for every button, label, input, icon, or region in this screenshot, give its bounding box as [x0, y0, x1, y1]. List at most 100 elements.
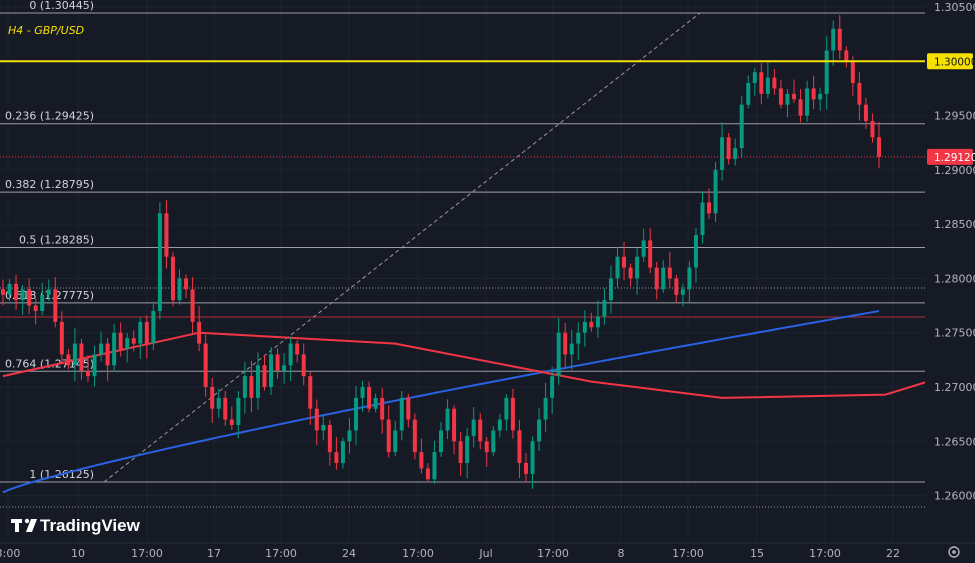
grid: [0, 0, 925, 543]
candle-body: [602, 300, 607, 317]
candle-body: [432, 452, 437, 480]
last-price-text: 1.29120: [934, 152, 975, 164]
candle-body: [282, 365, 287, 371]
horizontal-levels[interactable]: [0, 60, 925, 158]
time-tick: 17:00: [672, 547, 704, 560]
candle-body: [131, 338, 136, 344]
candle-body: [27, 289, 32, 306]
candle-body: [517, 430, 522, 464]
level-price-tag: [927, 53, 973, 70]
candle-body: [190, 289, 195, 322]
candle-body: [877, 137, 881, 157]
candle-body: [798, 99, 803, 116]
candle-body: [249, 376, 254, 398]
candle-body: [484, 441, 489, 453]
candle-body: [458, 441, 463, 464]
candle-body: [792, 93, 797, 100]
candle-body: [112, 332, 117, 366]
candle-body: [615, 256, 620, 279]
candle-body: [582, 321, 587, 333]
price-tick: 1.26000: [934, 490, 975, 503]
time-tick: 17:00: [537, 547, 569, 560]
candle-body: [569, 343, 574, 355]
fibonacci-retracement[interactable]: 0 (1.30445) 0.236 (1.29425) 0.382 (1.28795…: [0, 0, 925, 508]
watermark-text: TradingView: [40, 516, 141, 535]
gear-icon[interactable]: [948, 546, 960, 558]
time-tick: 17:00: [131, 547, 163, 560]
candle-body: [425, 468, 430, 480]
price-tick: 1.28500: [934, 218, 975, 231]
candle-body: [863, 104, 868, 122]
candle-body: [203, 343, 208, 388]
tradingview-logo-icon: [11, 518, 37, 532]
candle-body: [33, 305, 38, 312]
candle-body: [818, 93, 823, 100]
candle-body: [144, 321, 149, 344]
time-tick: 17:00: [265, 547, 297, 560]
candle-body: [229, 419, 234, 426]
candle-body: [537, 419, 542, 442]
candle-body: [275, 354, 280, 371]
candle-body: [563, 332, 568, 355]
time-tick: 24: [342, 547, 356, 560]
candle-body: [105, 343, 110, 366]
candle-body: [66, 354, 71, 366]
candle-body: [765, 77, 770, 94]
candle-body: [321, 425, 326, 431]
candle-body: [445, 408, 450, 431]
candle-body: [465, 435, 470, 464]
candle-body: [40, 294, 45, 312]
time-axis-bg: [0, 543, 975, 563]
time-tick: 17:00: [402, 547, 434, 560]
time-tick: 15: [750, 547, 764, 560]
candle-body: [92, 354, 97, 377]
candle-body: [661, 267, 666, 290]
candle-body: [340, 441, 345, 464]
last-price-tag: [927, 148, 973, 165]
trend-line[interactable]: [103, 12, 701, 483]
candle-body: [733, 148, 738, 160]
candle-body: [14, 283, 19, 301]
candle-body: [177, 278, 182, 301]
candle-body: [269, 354, 274, 388]
candle-body: [184, 278, 189, 290]
time-tick: 10: [71, 547, 85, 560]
time-tick: 3:00: [0, 547, 20, 560]
candle-body: [236, 397, 241, 426]
candle-body: [608, 278, 613, 301]
candle-body: [380, 397, 385, 420]
candle-body: [255, 365, 260, 398]
candle-body: [151, 311, 156, 344]
candle-body: [164, 213, 169, 257]
candle-body: [53, 289, 58, 322]
candle-body: [170, 256, 175, 301]
time-tick: 17: [207, 547, 221, 560]
price-tick: 1.28000: [934, 272, 975, 285]
candle-body: [7, 283, 12, 295]
candle-body: [680, 289, 685, 295]
candle-body: [772, 77, 777, 89]
candle-body: [622, 256, 627, 268]
candle-body: [79, 343, 84, 371]
candle-body: [399, 397, 404, 431]
candle-body: [210, 387, 215, 409]
candle-body: [197, 321, 202, 344]
candle-body: [99, 343, 104, 355]
candle-body: [752, 72, 757, 84]
candle-body: [870, 121, 875, 138]
candle-body: [360, 387, 365, 398]
candle-body: [641, 240, 646, 257]
candle-body: [393, 430, 398, 453]
candle-body: [327, 425, 332, 453]
time-axis[interactable]: 3:00 10 17:00 17 17:00 24 17:00 Jul 17:00 8 17:00 1…: [0, 542, 975, 563]
symbol-title: H4 - GBP/USD: [8, 24, 84, 37]
candle-body: [693, 235, 698, 268]
candle-body: [805, 88, 810, 116]
candle-body: [589, 321, 594, 328]
candle-body: [478, 419, 483, 442]
price-axis[interactable]: 1.26000 1.26500 1.27000 1.27500 1.28000 1.285…: [925, 0, 975, 563]
candle-body: [262, 365, 267, 388]
candle-body: [301, 354, 306, 377]
